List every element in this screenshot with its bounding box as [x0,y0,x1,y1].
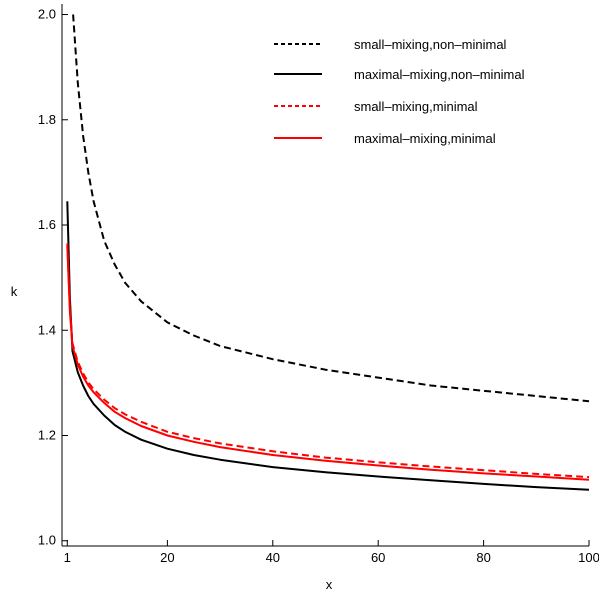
legend-label: small–mixing,non–minimal [354,37,507,52]
legend-label: maximal–mixing,minimal [354,131,496,146]
legend-label: maximal–mixing,non–minimal [354,67,525,82]
series-layer [66,14,590,491]
x-tick-label: 100 [578,550,599,565]
y-tick-label: 1.6 [38,217,56,232]
y-tick-label: 2.0 [38,7,56,22]
x-tick-label: 1 [64,550,71,565]
x-axis-label: x [326,577,333,592]
legend-label: small–mixing,minimal [354,99,478,114]
y-axis-label: k [11,284,18,299]
axes: 1.0 1.2 1.4 1.6 1.8 2.0 1 20 40 60 80 100 [38,4,599,565]
y-tick-label: 1.8 [38,112,56,127]
x-tick-label: 20 [160,550,174,565]
series-line [66,246,590,481]
x-tick-label: 40 [266,550,280,565]
y-tick-label: 1.2 [38,427,56,442]
series-line [66,243,590,479]
series-line [66,201,590,491]
x-tick-label: 60 [371,550,385,565]
y-tick-label: 1.0 [38,533,56,548]
legend: small–mixing,non–minimal maximal–mixing,n… [274,37,525,146]
series-line [72,14,590,403]
x-tick-label: 80 [476,550,490,565]
y-tick-label: 1.4 [38,322,56,337]
